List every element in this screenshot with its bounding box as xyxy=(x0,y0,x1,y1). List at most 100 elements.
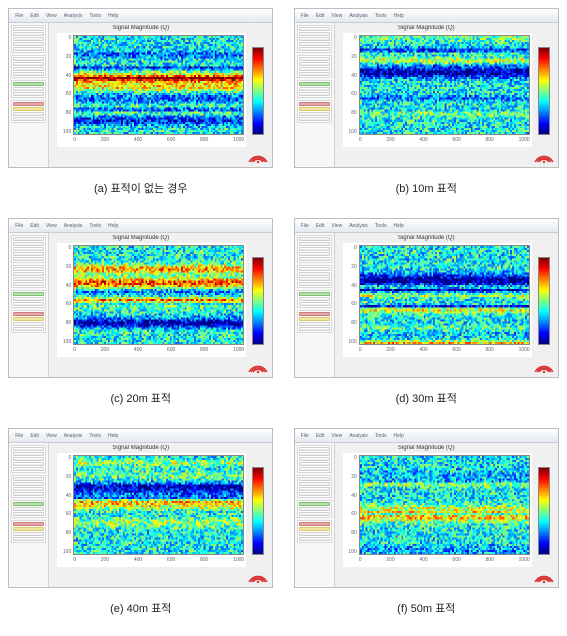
sidebar-button[interactable] xyxy=(13,502,44,506)
menu-item[interactable]: Help xyxy=(106,433,120,439)
sidebar-button[interactable] xyxy=(13,282,44,286)
sidebar-button[interactable] xyxy=(13,247,44,251)
sidebar-button[interactable] xyxy=(299,537,330,541)
menu-item[interactable]: File xyxy=(299,13,311,19)
sidebar-button[interactable] xyxy=(299,252,330,256)
sidebar-button[interactable] xyxy=(13,72,44,76)
sidebar-button[interactable] xyxy=(13,87,44,91)
menu-item[interactable]: Edit xyxy=(314,223,327,229)
sidebar-button[interactable] xyxy=(299,237,330,241)
sidebar-button[interactable] xyxy=(13,102,44,106)
sidebar-button[interactable] xyxy=(299,87,330,91)
sidebar-button[interactable] xyxy=(299,272,330,276)
sidebar-button[interactable] xyxy=(13,507,44,511)
sidebar-button[interactable] xyxy=(299,527,330,531)
sidebar-button[interactable] xyxy=(13,252,44,256)
menu-item[interactable]: Tools xyxy=(87,223,103,229)
sidebar-button[interactable] xyxy=(299,482,330,486)
sidebar-button[interactable] xyxy=(299,297,330,301)
sidebar-button[interactable] xyxy=(13,302,44,306)
sidebar-button[interactable] xyxy=(13,107,44,111)
menu-item[interactable]: Help xyxy=(392,433,406,439)
sidebar-button[interactable] xyxy=(13,527,44,531)
sidebar-button[interactable] xyxy=(299,117,330,121)
sidebar-button[interactable] xyxy=(13,297,44,301)
sidebar-button[interactable] xyxy=(299,462,330,466)
sidebar-button[interactable] xyxy=(13,62,44,66)
sidebar-button[interactable] xyxy=(299,242,330,246)
sidebar-button[interactable] xyxy=(13,492,44,496)
sidebar-button[interactable] xyxy=(13,67,44,71)
sidebar-button[interactable] xyxy=(299,467,330,471)
menu-item[interactable]: View xyxy=(329,13,344,19)
sidebar-button[interactable] xyxy=(299,27,330,31)
menu-item[interactable]: Analysis xyxy=(347,13,370,19)
sidebar-button[interactable] xyxy=(299,72,330,76)
sidebar-button[interactable] xyxy=(299,267,330,271)
sidebar-button[interactable] xyxy=(299,317,330,321)
sidebar-button[interactable] xyxy=(299,532,330,536)
sidebar-button[interactable] xyxy=(299,92,330,96)
menu-item[interactable]: Help xyxy=(392,13,406,19)
sidebar-button[interactable] xyxy=(299,82,330,86)
sidebar-button[interactable] xyxy=(13,327,44,331)
sidebar-button[interactable] xyxy=(13,277,44,281)
sidebar-button[interactable] xyxy=(13,452,44,456)
sidebar-button[interactable] xyxy=(299,257,330,261)
sidebar-button[interactable] xyxy=(299,112,330,116)
menu-item[interactable]: View xyxy=(44,223,59,229)
menu-item[interactable]: File xyxy=(13,433,25,439)
sidebar-button[interactable] xyxy=(299,487,330,491)
menu-item[interactable]: View xyxy=(44,433,59,439)
menu-item[interactable]: View xyxy=(329,223,344,229)
sidebar-button[interactable] xyxy=(13,42,44,46)
sidebar-button[interactable] xyxy=(299,502,330,506)
sidebar-button[interactable] xyxy=(13,47,44,51)
sidebar-button[interactable] xyxy=(13,477,44,481)
sidebar-button[interactable] xyxy=(299,492,330,496)
sidebar-button[interactable] xyxy=(299,42,330,46)
menu-item[interactable]: Analysis xyxy=(347,223,370,229)
sidebar-button[interactable] xyxy=(299,67,330,71)
sidebar-button[interactable] xyxy=(299,37,330,41)
menu-item[interactable]: Tools xyxy=(373,223,389,229)
sidebar-button[interactable] xyxy=(299,522,330,526)
sidebar-button[interactable] xyxy=(13,112,44,116)
sidebar-button[interactable] xyxy=(299,507,330,511)
menu-item[interactable]: Edit xyxy=(28,433,41,439)
menu-item[interactable]: File xyxy=(13,223,25,229)
sidebar-button[interactable] xyxy=(13,512,44,516)
sidebar-button[interactable] xyxy=(13,117,44,121)
menu-item[interactable]: Tools xyxy=(87,433,103,439)
menu-item[interactable]: Help xyxy=(392,223,406,229)
sidebar-button[interactable] xyxy=(13,467,44,471)
sidebar-button[interactable] xyxy=(13,237,44,241)
menu-item[interactable]: File xyxy=(13,13,25,19)
menu-item[interactable]: Edit xyxy=(314,433,327,439)
sidebar-button[interactable] xyxy=(299,447,330,451)
menu-item[interactable]: Tools xyxy=(373,433,389,439)
menu-item[interactable]: Tools xyxy=(373,13,389,19)
sidebar-button[interactable] xyxy=(299,512,330,516)
menu-item[interactable]: View xyxy=(329,433,344,439)
sidebar-button[interactable] xyxy=(13,462,44,466)
sidebar-button[interactable] xyxy=(13,242,44,246)
sidebar-button[interactable] xyxy=(299,477,330,481)
sidebar-button[interactable] xyxy=(299,277,330,281)
sidebar-button[interactable] xyxy=(13,482,44,486)
menu-item[interactable]: Tools xyxy=(87,13,103,19)
menu-item[interactable]: Edit xyxy=(28,13,41,19)
sidebar-button[interactable] xyxy=(299,322,330,326)
sidebar-button[interactable] xyxy=(13,82,44,86)
sidebar-button[interactable] xyxy=(13,92,44,96)
sidebar-button[interactable] xyxy=(299,47,330,51)
menu-item[interactable]: Analysis xyxy=(62,13,85,19)
menu-item[interactable]: Help xyxy=(106,13,120,19)
sidebar-button[interactable] xyxy=(13,447,44,451)
sidebar-button[interactable] xyxy=(13,257,44,261)
sidebar-button[interactable] xyxy=(13,487,44,491)
sidebar-button[interactable] xyxy=(13,32,44,36)
sidebar-button[interactable] xyxy=(13,57,44,61)
sidebar-button[interactable] xyxy=(299,312,330,316)
menu-item[interactable]: View xyxy=(44,13,59,19)
